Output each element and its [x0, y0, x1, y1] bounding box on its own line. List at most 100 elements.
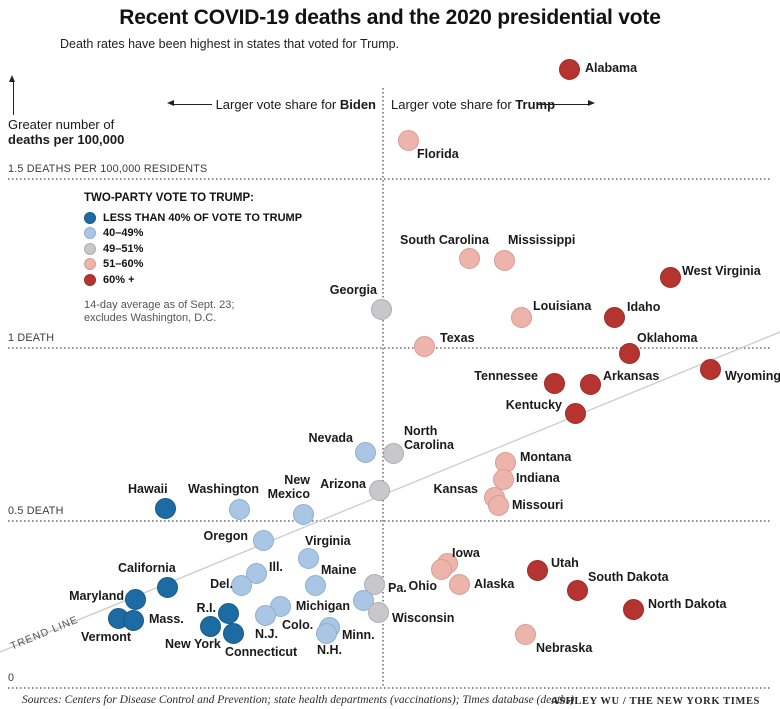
gridline	[8, 687, 772, 689]
trend-line-label: TREND LINE	[8, 613, 81, 653]
legend-title: TWO-PARTY VOTE TO TRUMP:	[84, 192, 254, 204]
state-label: Kentucky	[505, 398, 562, 412]
gridline-label: 0	[8, 672, 15, 684]
gridline	[8, 347, 772, 349]
legend-item-label: 60% +	[103, 273, 135, 286]
state-label: California	[118, 561, 176, 575]
state-label: Wisconsin	[392, 611, 455, 625]
state-label: South Carolina	[400, 233, 489, 247]
state-label: Florida	[417, 147, 459, 161]
state-label: Indiana	[516, 471, 560, 485]
state-dot	[558, 58, 580, 80]
biden-direction-text: Larger vote share for	[215, 97, 340, 112]
state-label: Arkansas	[603, 369, 660, 383]
state-label: Missouri	[512, 498, 564, 512]
trump-name: Trump	[515, 97, 556, 112]
page-title: Recent COVID-19 deaths and the 2020 pres…	[119, 6, 661, 29]
byline-credit: ASHLEY WU / THE NEW YORK TIMES	[551, 696, 760, 707]
legend-dot-icon	[84, 258, 96, 271]
state-label: Michigan	[295, 599, 350, 613]
state-dot	[659, 266, 681, 288]
legend-item-label: LESS THAN 40% OF VOTE TO TRUMP	[103, 211, 303, 224]
state-label: Mass.	[149, 612, 184, 626]
state-dot	[352, 589, 374, 611]
state-dot	[458, 247, 480, 269]
gridline-label: 1.5 DEATHS PER 100,000 RESIDENTS	[8, 163, 208, 175]
state-dot	[526, 559, 548, 581]
state-label: Nebraska	[536, 641, 593, 655]
gridline	[8, 178, 772, 180]
legend-item-label: 51–60%	[103, 258, 144, 271]
state-label: Tennessee	[474, 369, 538, 383]
state-label: Colo.	[282, 618, 314, 632]
legend: TWO-PARTY VOTE TO TRUMP: LESS THAN 40% O…	[84, 192, 302, 325]
state-dot	[493, 249, 515, 271]
state-label: Nevada	[308, 431, 353, 445]
state-dot	[297, 547, 319, 569]
state-label: Virginia	[305, 534, 351, 548]
gridline	[8, 520, 772, 522]
legend-note: 14-day average as of Sept. 23; excludes …	[84, 298, 235, 324]
legend-item: LESS THAN 40% OF VOTE TO TRUMP	[84, 210, 302, 226]
state-dot	[618, 342, 640, 364]
state-label: Ohio	[408, 579, 437, 593]
y-axis-label: Greater number of deaths per 100,000	[8, 117, 124, 147]
state-dot	[448, 573, 470, 595]
legend-item-label: 49–51%	[103, 242, 144, 255]
state-label: Louisiana	[533, 299, 592, 313]
state-dot	[363, 573, 385, 595]
state-label: Texas	[440, 331, 475, 345]
state-dot	[487, 494, 509, 516]
state-dot	[564, 402, 586, 424]
state-label: Washington	[188, 482, 260, 496]
state-dot	[315, 622, 337, 644]
state-label: Alaska	[474, 577, 515, 591]
state-dot	[368, 479, 390, 501]
trump-direction-label: Larger vote share for Trump	[391, 97, 555, 112]
state-dot	[122, 609, 144, 631]
state-dot	[622, 598, 644, 620]
state-dot	[156, 576, 178, 598]
state-dot	[292, 503, 314, 525]
state-label: N.H.	[317, 643, 342, 657]
biden-direction-label: Larger vote share for Biden	[0, 97, 376, 112]
state-dot	[370, 298, 392, 320]
trump-direction-text: Larger vote share for	[391, 97, 516, 112]
state-label: N.J.	[255, 627, 278, 641]
state-dot	[413, 335, 435, 357]
sources-note: Sources: Centers for Disease Control and…	[22, 694, 575, 706]
state-label: Maryland	[69, 589, 124, 603]
state-dot	[228, 498, 250, 520]
y-axis-label-line1: Greater number of	[8, 117, 115, 132]
state-label: Hawaii	[128, 482, 168, 496]
state-label: Montana	[520, 450, 572, 464]
legend-dot-icon	[84, 273, 96, 286]
state-label: Maine	[321, 563, 357, 577]
state-label: Vermont	[81, 630, 132, 644]
state-label: Minn.	[342, 628, 375, 642]
state-label: North Carolina	[404, 424, 455, 452]
legend-items: LESS THAN 40% OF VOTE TO TRUMP 40–49% 49–5…	[84, 210, 302, 288]
state-label: Ill.	[269, 560, 283, 574]
state-label: Alabama	[585, 61, 638, 75]
state-label: Utah	[551, 556, 579, 570]
state-label: Oregon	[203, 529, 248, 543]
state-dot	[492, 468, 514, 490]
legend-item: 60% +	[84, 272, 302, 288]
state-dot	[222, 622, 244, 644]
state-dot	[154, 497, 176, 519]
biden-direction-arrow-icon	[167, 100, 212, 107]
legend-dot-icon	[84, 242, 96, 255]
state-label: Oklahoma	[637, 331, 698, 345]
page-subtitle: Death rates have been highest in states …	[60, 37, 400, 51]
state-label: R.I.	[196, 601, 216, 615]
state-dot	[354, 441, 376, 463]
y-axis-label-line2: deaths per 100,000	[8, 132, 125, 147]
gridline-label: 0.5 DEATH	[8, 505, 64, 517]
state-dot	[579, 373, 601, 395]
biden-name: Biden	[339, 97, 376, 112]
state-label: Pa.	[388, 581, 407, 595]
state-label: North Dakota	[648, 597, 727, 611]
state-dot	[514, 623, 536, 645]
state-dot	[397, 129, 419, 151]
